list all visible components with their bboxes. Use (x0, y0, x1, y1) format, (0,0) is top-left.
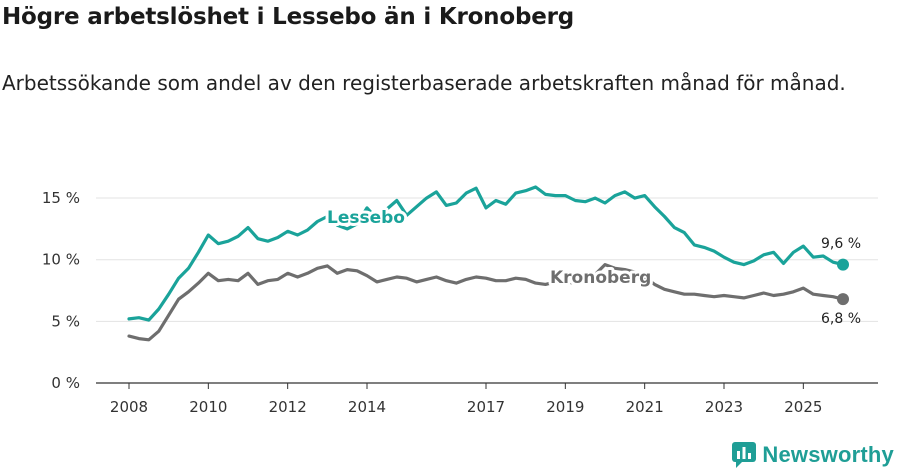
x-tick-label: 2017 (467, 398, 505, 416)
x-ticks: 2008 2010 2012 2014 2017 2019 2021 2023 2025 (110, 383, 822, 416)
x-tick-label: 2008 (110, 398, 148, 416)
series-lines (127, 185, 849, 342)
kronoberg-line (127, 263, 845, 342)
x-tick-label: 2014 (348, 398, 386, 416)
brand-name: Newsworthy (762, 442, 894, 467)
y-tick-label: 0 % (51, 374, 80, 392)
lessebo-end-point (837, 258, 849, 271)
chart-title: Högre arbetslöshet i Lessebo än i Kronob… (2, 4, 575, 30)
lessebo-series-label: Lessebo (327, 208, 405, 228)
series-labels: Lessebo Kronoberg 9,6 % 6,8 % (324, 205, 861, 327)
y-tick-label: 15 % (42, 189, 80, 207)
y-tick-label: 10 % (42, 251, 80, 269)
y-tick-label: 5 % (51, 312, 80, 330)
newsworthy-chart-icon (732, 442, 757, 468)
y-grid (96, 197, 878, 322)
chart-subtitle: Arbetssökande som andel av den registerb… (2, 71, 846, 95)
x-tick-label: 2010 (189, 398, 227, 416)
x-tick-label: 2019 (546, 398, 584, 416)
x-tick-label: 2012 (269, 398, 307, 416)
lessebo-line (127, 185, 845, 322)
x-tick-label: 2023 (705, 398, 743, 416)
lessebo-end-value-label: 9,6 % (821, 236, 861, 252)
y-tick-labels: 0 % 5 % 10 % 15 % (42, 189, 80, 392)
kronoberg-end-point (837, 293, 849, 306)
kronoberg-end-value-label: 6,8 % (821, 311, 861, 327)
kronoberg-series-label: Kronoberg (550, 268, 651, 288)
x-tick-label: 2025 (784, 398, 822, 416)
x-tick-label: 2021 (626, 398, 664, 416)
newsworthy-logo: Newsworthy (732, 442, 894, 468)
